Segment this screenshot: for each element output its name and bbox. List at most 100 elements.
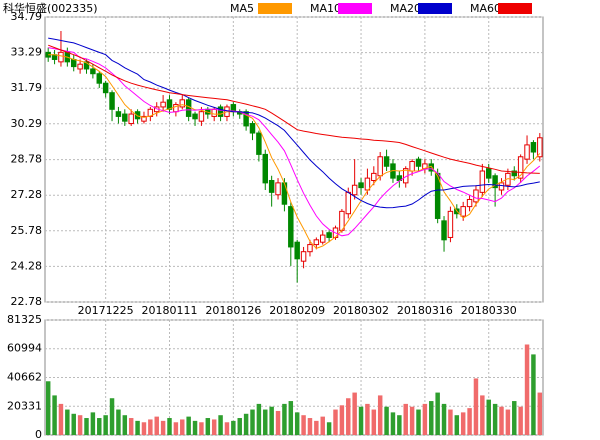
y-tick-label: 28.78: [11, 153, 43, 166]
volume-bar: [358, 406, 364, 435]
candle-body: [198, 111, 205, 122]
legend-swatch: [418, 3, 452, 14]
volume-bar: [416, 409, 421, 435]
volume-bar: [211, 419, 217, 435]
volume-bar: [403, 403, 408, 435]
volume-bar: [199, 422, 204, 435]
legend-label: MA5: [230, 2, 254, 15]
candle-body: [294, 241, 300, 260]
candle-body: [115, 111, 122, 117]
legend-swatch: [338, 3, 372, 14]
volume-bar: [518, 406, 523, 435]
volume-bar: [77, 415, 83, 435]
volume-bar: [263, 409, 268, 435]
candle-body: [275, 182, 281, 196]
candle-body: [70, 58, 77, 68]
candle-body: [371, 172, 377, 182]
volume-bar: [480, 395, 485, 435]
x-tick-label: 20171225: [78, 304, 134, 317]
volume-bar: [103, 415, 108, 435]
x-tick-label: 20180111: [142, 304, 198, 317]
ma-line: [48, 54, 541, 249]
volume-bar: [435, 392, 440, 435]
volume-tick-label: 40662: [7, 371, 42, 384]
volume-bar: [524, 344, 530, 435]
candle-body: [217, 106, 224, 117]
volume-bar: [492, 403, 498, 435]
candle-body: [319, 234, 326, 243]
volume-bar: [90, 412, 96, 435]
x-tick-label: 20180302: [333, 304, 389, 317]
volume-bar: [275, 410, 281, 435]
volume-bar: [288, 401, 294, 435]
volume-tick-label: 60994: [7, 342, 42, 355]
ma-line: [48, 44, 540, 174]
candle-body: [326, 232, 332, 238]
candle-body: [530, 142, 537, 153]
candle-body: [409, 161, 415, 172]
candle-body: [262, 153, 269, 184]
volume-bar: [141, 422, 147, 435]
volume-bar: [45, 381, 51, 435]
candle-body: [383, 156, 390, 167]
y-tick-label: 30.29: [11, 117, 43, 130]
x-tick-label: 20180209: [269, 304, 325, 317]
legend-label: MA60: [470, 2, 501, 15]
y-tick-label: 22.78: [11, 295, 43, 308]
ma-line: [48, 37, 540, 209]
volume-tick-label: 0: [35, 428, 42, 440]
volume-bar: [326, 422, 332, 435]
candle-body: [537, 137, 543, 158]
candle-body: [511, 170, 518, 177]
volume-bar: [84, 418, 89, 435]
y-tick-label: 27.28: [11, 188, 43, 201]
volume-bar: [224, 422, 230, 435]
volume-bar: [250, 409, 255, 435]
volume-bar: [339, 405, 345, 435]
candle-body: [300, 251, 307, 262]
candle-body: [441, 220, 447, 241]
volume-bar: [377, 395, 383, 435]
volume-bar: [71, 413, 76, 435]
candle-body: [96, 73, 103, 84]
candle-body: [288, 206, 294, 248]
volume-bar: [346, 398, 351, 435]
volume-bar: [448, 409, 453, 435]
volume-bar: [256, 403, 262, 435]
x-tick-label: 20180316: [397, 304, 453, 317]
candle-body: [307, 244, 313, 253]
candle-body: [358, 182, 364, 189]
volume-bar: [160, 420, 166, 435]
candle-body: [58, 51, 64, 63]
volume-bar: [531, 354, 536, 435]
y-tick-label: 24.28: [11, 259, 43, 272]
volume-bar: [65, 409, 70, 435]
candle-body: [179, 99, 186, 108]
volume-bar: [314, 420, 319, 435]
volume-bar: [365, 403, 370, 435]
candle-body: [256, 132, 262, 155]
candle-body: [460, 206, 466, 217]
candle-body: [268, 180, 275, 193]
candle-body: [377, 156, 383, 177]
volume-tick-label: 20331: [7, 399, 42, 412]
candle-body: [192, 113, 198, 120]
volume-bar: [180, 419, 185, 435]
candle-body: [313, 239, 320, 246]
volume-bar: [505, 409, 511, 435]
volume-bar: [384, 406, 389, 435]
candle-body: [134, 111, 141, 120]
candle-body: [364, 177, 371, 191]
volume-bar: [422, 403, 428, 435]
volume-bar: [122, 415, 128, 435]
y-tick-label: 31.79: [11, 81, 43, 94]
candle-body: [485, 168, 492, 179]
volume-bar: [352, 392, 357, 435]
candle-body: [479, 170, 486, 193]
volume-bar: [148, 419, 153, 435]
candle-body: [281, 182, 288, 205]
volume-bar: [294, 412, 300, 435]
y-tick-label: 25.78: [11, 224, 43, 237]
volume-bar: [467, 408, 472, 435]
volume-bar: [52, 395, 57, 435]
